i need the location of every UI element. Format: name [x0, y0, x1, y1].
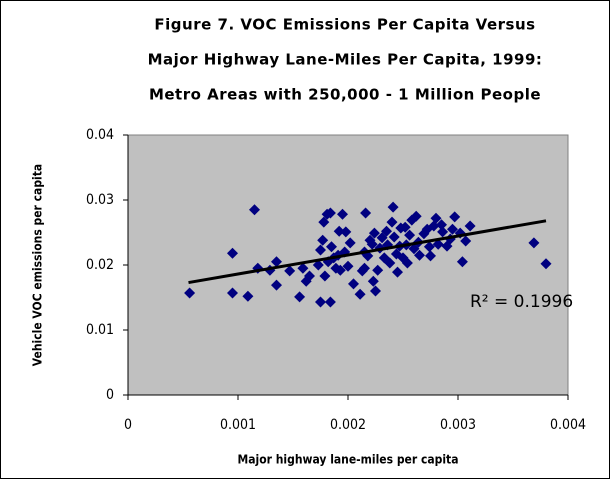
data-point	[381, 225, 392, 237]
data-point	[344, 237, 356, 249]
chart-title: Metro Areas with 250,000 - 1 Million Peo…	[149, 86, 541, 104]
data-point	[392, 266, 403, 278]
data-point	[318, 216, 330, 228]
data-point	[428, 220, 440, 232]
data-point	[390, 248, 402, 260]
chart-title: Major Highway Lane-Miles Per Capita, 199…	[148, 51, 543, 69]
data-point	[386, 216, 398, 228]
data-point	[249, 204, 260, 216]
data-point	[464, 220, 476, 232]
data-point	[432, 238, 444, 250]
data-point	[326, 241, 337, 253]
data-point	[425, 250, 436, 262]
data-point	[227, 247, 238, 259]
data-point	[359, 262, 370, 274]
data-point	[460, 235, 472, 247]
data-point	[414, 249, 425, 261]
data-point	[294, 291, 306, 303]
data-point	[354, 288, 366, 300]
data-point	[284, 265, 296, 277]
data-point	[410, 210, 422, 222]
data-point	[430, 212, 442, 224]
data-point	[297, 262, 309, 274]
data-point	[384, 257, 396, 269]
data-point	[227, 287, 238, 299]
y-axis-label: Vehicle VOC emissions per capita	[31, 164, 45, 366]
data-point	[528, 237, 540, 249]
data-point	[399, 221, 411, 233]
data-point	[372, 264, 384, 276]
y-tick-label: 0.03	[86, 192, 114, 208]
data-point	[423, 241, 435, 253]
data-point	[304, 270, 315, 282]
data-point	[387, 201, 399, 213]
data-point	[404, 229, 416, 241]
data-point	[271, 279, 282, 291]
data-point	[184, 287, 196, 299]
data-point	[540, 258, 552, 270]
data-point	[317, 234, 329, 246]
data-point	[324, 207, 336, 219]
data-point	[348, 278, 359, 290]
annotation: R² = 0.1996	[470, 292, 573, 312]
data-point	[449, 211, 461, 223]
data-point	[324, 296, 336, 308]
trendline	[188, 219, 547, 285]
data-point	[315, 244, 326, 256]
data-point	[271, 256, 282, 268]
data-point	[340, 226, 352, 238]
data-point	[447, 223, 458, 235]
data-point	[319, 270, 331, 282]
x-tick-label: 0.001	[220, 417, 256, 433]
x-tick-label: 0.002	[330, 417, 366, 433]
y-tick-label: 0.01	[86, 322, 114, 338]
x-axis-label: Major highway lane-miles per capita	[237, 453, 458, 467]
data-point	[456, 256, 468, 268]
y-tick-label: 0	[106, 387, 114, 403]
chart-title: Figure 7. VOC Emissions Per Capita Versu…	[154, 16, 535, 34]
data-point	[360, 207, 372, 219]
data-point	[368, 227, 380, 239]
data-point	[401, 257, 413, 269]
data-point	[388, 231, 400, 243]
data-point	[437, 226, 449, 238]
data-point	[370, 285, 381, 297]
x-tick-label: 0.003	[440, 417, 476, 433]
y-tick-label: 0.04	[86, 127, 114, 143]
data-point	[242, 290, 254, 302]
data-point	[334, 264, 346, 276]
data-point	[342, 260, 354, 272]
x-tick-label: 0	[124, 417, 132, 433]
data-point	[315, 296, 326, 308]
data-point	[337, 208, 348, 220]
data-point	[436, 219, 447, 231]
data-point	[367, 275, 379, 287]
data-point	[312, 259, 324, 271]
y-tick-label: 0.02	[86, 257, 114, 273]
x-tick-label: 0.004	[550, 417, 586, 433]
data-point	[366, 238, 378, 250]
data-point	[333, 225, 345, 237]
